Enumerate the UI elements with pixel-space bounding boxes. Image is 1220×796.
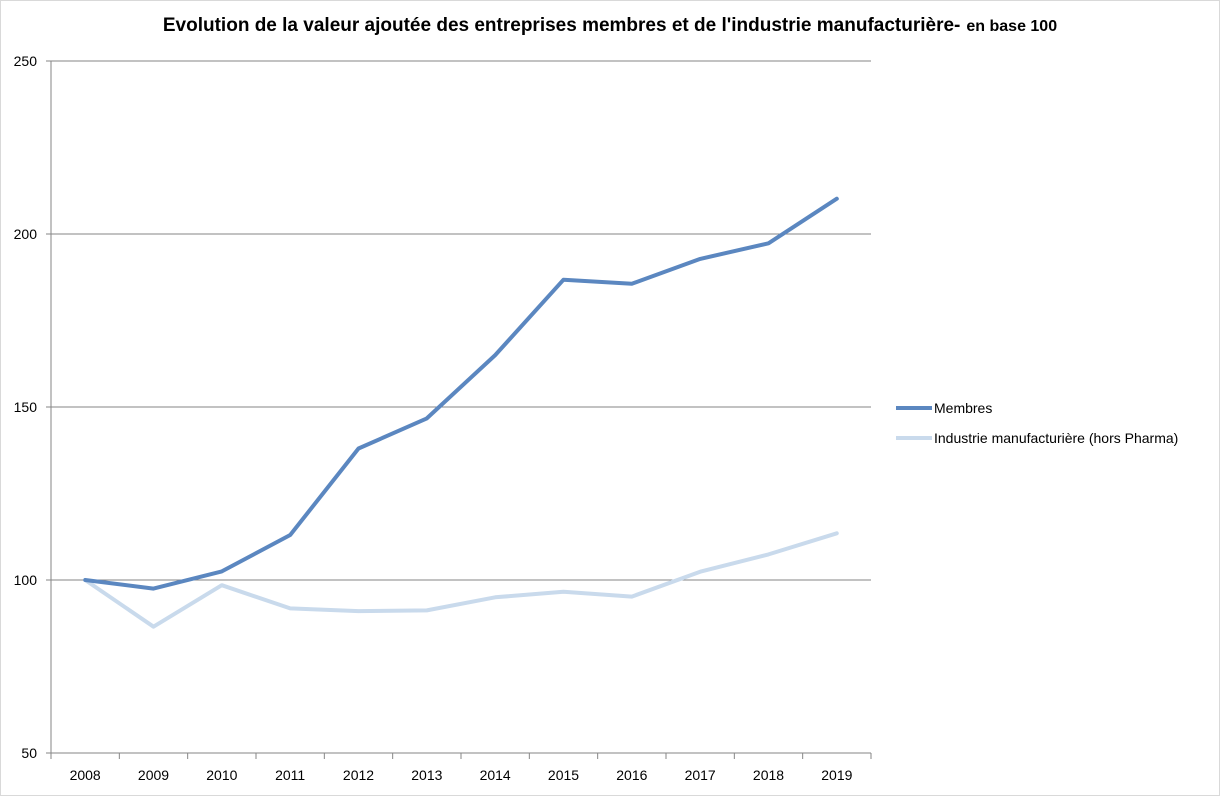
legend-item-industrie: Industrie manufacturière (hors Pharma): [896, 423, 1178, 453]
x-tick-label-2018: 2018: [753, 767, 784, 783]
x-tick-label-2017: 2017: [685, 767, 716, 783]
x-tick-label-2019: 2019: [821, 767, 852, 783]
chart-title-main: Evolution de la valeur ajoutée des entre…: [162, 15, 961, 36]
series-line-0: [83, 196, 839, 591]
x-tick-labels: 2008 2009 2010 2011 2012 2013 2014 2015 2016 2017…: [70, 767, 853, 783]
legend-item-membres: Membres: [896, 393, 1178, 423]
y-tick-labels: 50 100 150 200 250: [14, 53, 38, 761]
legend-label-industrie: Industrie manufacturière (hors Pharma): [934, 430, 1179, 446]
gridlines: [51, 60, 871, 581]
y-tick-label-100: 100: [14, 572, 38, 588]
legend-swatch-industrie: [896, 436, 932, 440]
x-tick-label-2009: 2009: [138, 767, 169, 783]
y-tick-label-50: 50: [21, 745, 37, 761]
x-tick-label-2008: 2008: [70, 767, 101, 783]
y-tick-label-150: 150: [14, 399, 38, 415]
legend: Membres Industrie manufacturière (hors P…: [896, 393, 1178, 453]
legend-label-membres: Membres: [934, 400, 993, 416]
series-lines: [83, 196, 839, 629]
x-tick-label-2013: 2013: [411, 767, 442, 783]
x-tick-label-2012: 2012: [343, 767, 374, 783]
x-tick-label-2011: 2011: [275, 767, 305, 783]
chart-title: Evolution de la valeur ajoutée des entre…: [0, 15, 1220, 37]
y-tick-label-200: 200: [14, 226, 38, 242]
axes: [46, 60, 872, 759]
x-tick-label-2015: 2015: [548, 767, 579, 783]
x-tick-label-2010: 2010: [206, 767, 237, 783]
x-tick-label-2014: 2014: [480, 767, 511, 783]
legend-swatch-membres: [896, 406, 932, 410]
chart-subtitle: en base 100: [966, 18, 1058, 35]
series-line-1: [83, 531, 839, 629]
x-tick-label-2016: 2016: [616, 767, 647, 783]
y-tick-label-250: 250: [14, 53, 38, 69]
